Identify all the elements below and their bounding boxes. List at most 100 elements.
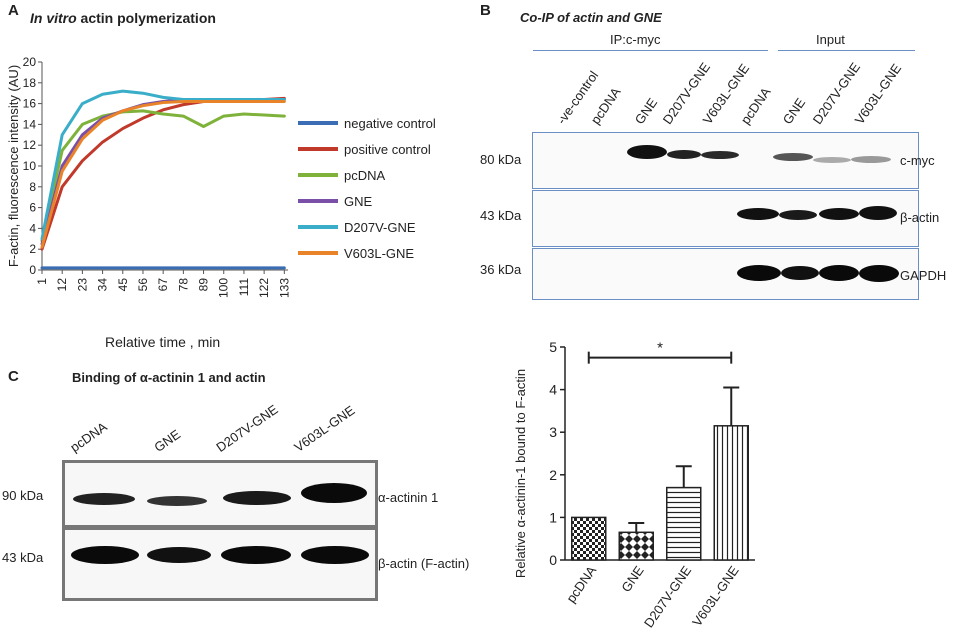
b-blot2-protein: β-actin bbox=[900, 210, 940, 225]
line-chart-legend: negative control positive control pcDNA GNE… bbox=[298, 110, 468, 266]
band bbox=[147, 496, 207, 506]
band bbox=[779, 210, 817, 220]
y-tick-label: 2 bbox=[29, 242, 36, 256]
legend-item: GNE bbox=[298, 188, 468, 214]
input-group-line bbox=[778, 50, 915, 51]
series-line bbox=[40, 100, 286, 249]
band bbox=[627, 145, 667, 159]
legend-item: V603L-GNE bbox=[298, 240, 468, 266]
legend-swatch bbox=[298, 121, 338, 125]
x-tick-label: 111 bbox=[237, 278, 251, 297]
x-tick-label: 1 bbox=[35, 278, 49, 285]
legend-swatch bbox=[298, 251, 338, 255]
legend-label: negative control bbox=[344, 115, 436, 131]
category-label: GNE bbox=[618, 563, 647, 595]
y-tick-label: 4 bbox=[29, 221, 36, 235]
y-tick-label: 12 bbox=[23, 138, 37, 152]
y-tick-label: 0 bbox=[29, 263, 36, 277]
c-lane-label: V603L-GNE bbox=[291, 402, 358, 455]
legend-item: D207V-GNE bbox=[298, 214, 468, 240]
b-blot2-kda: 43 kDa bbox=[480, 208, 522, 223]
c-lane-label: D207V-GNE bbox=[213, 401, 281, 455]
significance-label: * bbox=[657, 340, 663, 357]
panel-a-letter: A bbox=[8, 2, 19, 19]
legend-swatch bbox=[298, 225, 338, 229]
series-line bbox=[40, 109, 286, 243]
y-tick-label: 2 bbox=[549, 467, 557, 483]
y-tick-label: 3 bbox=[549, 424, 557, 440]
x-tick-label: 67 bbox=[156, 278, 170, 292]
x-tick-label: 133 bbox=[277, 278, 291, 298]
category-label: pcDNA bbox=[563, 563, 599, 606]
band bbox=[701, 151, 739, 159]
y-tick-label: 5 bbox=[549, 339, 557, 355]
x-tick-label: 45 bbox=[116, 278, 130, 292]
y-tick-label: 10 bbox=[23, 159, 37, 173]
b-blot3-protein: GAPDH bbox=[900, 268, 947, 283]
c-lane-label: pcDNA bbox=[67, 419, 110, 455]
category-label: D207V-GNE bbox=[641, 563, 695, 630]
band bbox=[773, 153, 813, 161]
legend-swatch bbox=[298, 173, 338, 177]
b-blot-gapdh bbox=[532, 248, 919, 300]
c-blot1-kda: 90 kDa bbox=[2, 488, 44, 503]
legend-label: V603L-GNE bbox=[344, 245, 415, 261]
b-lane-label: pcDNA bbox=[587, 84, 624, 127]
y-tick-label: 20 bbox=[23, 55, 37, 69]
y-tick-label: 8 bbox=[29, 180, 36, 194]
bar bbox=[571, 516, 607, 561]
ip-group-line bbox=[533, 50, 768, 51]
y-tick-label: 4 bbox=[549, 382, 557, 398]
band bbox=[859, 206, 897, 220]
bar-chart-ylabel: Relative α-actinin-1 bound to F-actin bbox=[513, 369, 528, 578]
band bbox=[819, 265, 859, 281]
band bbox=[147, 547, 211, 563]
band bbox=[851, 156, 891, 163]
legend-item: positive control bbox=[298, 136, 468, 162]
b-lane-label: pcDNA bbox=[737, 84, 774, 127]
y-tick-label: 6 bbox=[29, 201, 36, 215]
band bbox=[71, 546, 139, 564]
bar bbox=[666, 486, 702, 561]
series-line bbox=[40, 96, 286, 251]
band bbox=[73, 493, 135, 505]
ip-group-label: IP:c-myc bbox=[610, 32, 661, 47]
band bbox=[301, 483, 367, 503]
legend-label: GNE bbox=[344, 193, 373, 209]
b-lane-label: GNE bbox=[779, 95, 809, 127]
panel-c-title: Binding of α-actinin 1 and actin bbox=[72, 370, 266, 385]
category-label: V603L-GNE bbox=[689, 563, 742, 629]
panel-c-letter: C bbox=[8, 368, 19, 385]
legend-item: pcDNA bbox=[298, 162, 468, 188]
bar bbox=[618, 531, 654, 561]
input-group-label: Input bbox=[816, 32, 845, 47]
legend-swatch bbox=[298, 199, 338, 203]
line-chart-xlabel: Relative time , min bbox=[105, 334, 221, 350]
c-lane-label: GNE bbox=[151, 426, 184, 455]
band bbox=[819, 208, 859, 220]
y-tick-label: 1 bbox=[549, 509, 557, 525]
c-blot1-protein: α-actinin 1 bbox=[378, 490, 439, 505]
y-tick-label: 16 bbox=[23, 97, 37, 111]
b-blot-bactin bbox=[532, 190, 919, 247]
legend-label: D207V-GNE bbox=[344, 219, 416, 235]
band bbox=[781, 266, 819, 280]
x-tick-label: 34 bbox=[96, 278, 110, 292]
x-tick-label: 56 bbox=[136, 278, 150, 292]
panel-b-letter: B bbox=[480, 2, 491, 19]
x-tick-label: 12 bbox=[55, 278, 69, 292]
band bbox=[737, 265, 781, 281]
panel-b-title: Co-IP of actin and GNE bbox=[520, 10, 662, 25]
legend-label: pcDNA bbox=[344, 167, 386, 183]
c-blot-bactin bbox=[62, 527, 378, 601]
x-tick-label: 23 bbox=[75, 278, 89, 292]
y-tick-label: 18 bbox=[23, 76, 37, 90]
x-tick-label: 100 bbox=[217, 278, 231, 298]
band bbox=[667, 150, 701, 159]
x-tick-label: 89 bbox=[197, 278, 211, 292]
series-line bbox=[40, 89, 286, 241]
c-blot2-kda: 43 kDa bbox=[2, 550, 44, 565]
c-blot2-protein: β-actin (F-actin) bbox=[378, 556, 470, 571]
panel-a-title-italic: In vitro bbox=[30, 10, 77, 26]
band bbox=[813, 157, 851, 163]
